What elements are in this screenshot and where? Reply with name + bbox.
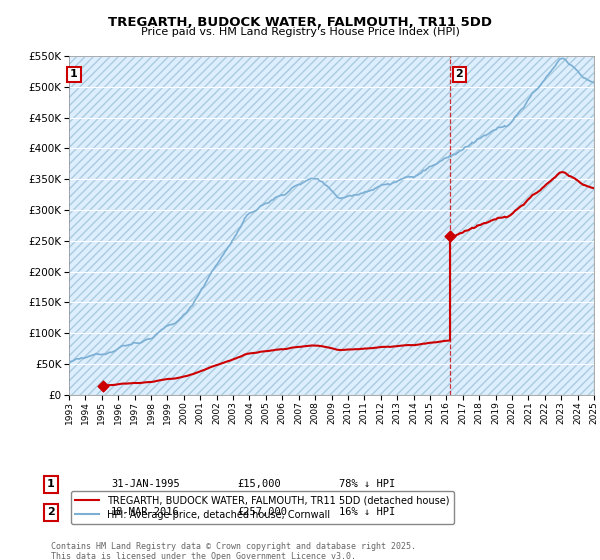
Text: Contains HM Land Registry data © Crown copyright and database right 2025.
This d: Contains HM Land Registry data © Crown c…	[51, 542, 416, 560]
Legend: TREGARTH, BUDOCK WATER, FALMOUTH, TR11 5DD (detached house), HPI: Average price,: TREGARTH, BUDOCK WATER, FALMOUTH, TR11 5…	[71, 491, 454, 524]
Text: 1: 1	[70, 69, 78, 80]
Text: 2: 2	[47, 507, 55, 517]
Text: Price paid vs. HM Land Registry's House Price Index (HPI): Price paid vs. HM Land Registry's House …	[140, 27, 460, 37]
Text: 31-JAN-1995: 31-JAN-1995	[111, 479, 180, 489]
Point	[445, 232, 455, 241]
Text: 2: 2	[455, 69, 463, 80]
Text: 16% ↓ HPI: 16% ↓ HPI	[339, 507, 395, 517]
Point	[98, 381, 108, 390]
Text: 18-MAR-2016: 18-MAR-2016	[111, 507, 180, 517]
Text: £15,000: £15,000	[237, 479, 281, 489]
Text: 78% ↓ HPI: 78% ↓ HPI	[339, 479, 395, 489]
Text: £257,000: £257,000	[237, 507, 287, 517]
Text: TREGARTH, BUDOCK WATER, FALMOUTH, TR11 5DD: TREGARTH, BUDOCK WATER, FALMOUTH, TR11 5…	[108, 16, 492, 29]
Text: 1: 1	[47, 479, 55, 489]
